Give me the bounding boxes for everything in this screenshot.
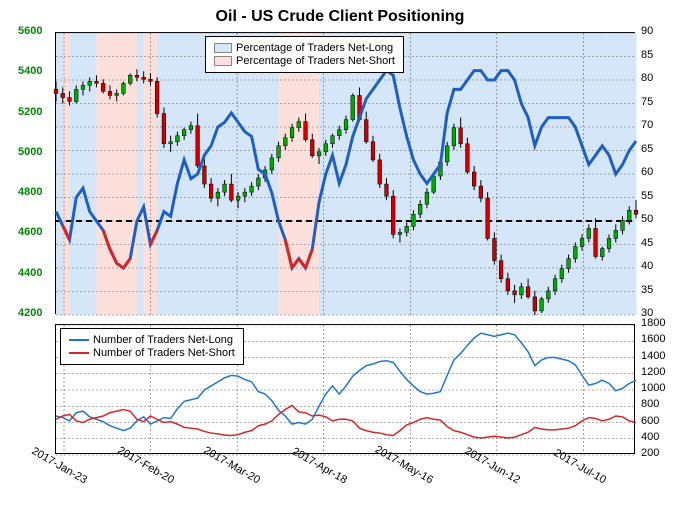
legend-line xyxy=(69,339,89,341)
y-left-tick: 5600 xyxy=(18,25,42,37)
y-right-tick: 55 xyxy=(641,190,653,202)
legend-item-net-long-num: Number of Traders Net-Long xyxy=(69,334,235,346)
y-left-tick: 5400 xyxy=(18,65,42,77)
legend-label: Number of Traders Net-Short xyxy=(93,347,235,359)
lower-legend: Number of Traders Net-Long Number of Tra… xyxy=(60,328,244,365)
y-left-tick: 5000 xyxy=(18,146,42,158)
legend-label: Percentage of Traders Net-Long xyxy=(236,42,393,54)
legend-item-net-long-pct: Percentage of Traders Net-Long xyxy=(214,42,395,54)
y-left-tick: 4600 xyxy=(18,226,42,238)
y-right-tick-lower: 1800 xyxy=(641,317,665,329)
y-right-tick-lower: 1400 xyxy=(641,350,665,362)
legend-item-net-short-num: Number of Traders Net-Short xyxy=(69,347,235,359)
upper-legend: Percentage of Traders Net-Long Percentag… xyxy=(205,36,404,73)
y-right-tick-lower: 1600 xyxy=(641,333,665,345)
legend-swatch xyxy=(214,43,232,53)
y-right-tick: 45 xyxy=(641,237,653,249)
y-right-tick: 40 xyxy=(641,260,653,272)
legend-label: Number of Traders Net-Long xyxy=(93,334,233,346)
legend-line xyxy=(69,352,89,354)
y-right-tick-lower: 600 xyxy=(641,415,659,427)
y-left-tick: 4400 xyxy=(18,267,42,279)
y-right-tick: 70 xyxy=(641,119,653,131)
y-right-tick-lower: 1200 xyxy=(641,366,665,378)
y-right-tick-lower: 1000 xyxy=(641,382,665,394)
y-left-tick: 4200 xyxy=(18,307,42,319)
upper-panel xyxy=(55,32,635,314)
y-left-tick: 5200 xyxy=(18,106,42,118)
y-right-tick: 90 xyxy=(641,25,653,37)
y-right-tick-lower: 400 xyxy=(641,431,659,443)
chart-title: Oil - US Crude Client Positioning xyxy=(0,8,680,26)
legend-label: Percentage of Traders Net-Short xyxy=(236,55,395,67)
y-right-tick: 50 xyxy=(641,213,653,225)
upper-plot-area xyxy=(56,33,636,315)
legend-swatch xyxy=(214,56,232,66)
y-right-tick: 65 xyxy=(641,143,653,155)
y-right-tick-lower: 800 xyxy=(641,398,659,410)
y-right-tick: 35 xyxy=(641,284,653,296)
y-right-tick: 85 xyxy=(641,49,653,61)
legend-item-net-short-pct: Percentage of Traders Net-Short xyxy=(214,55,395,67)
y-right-tick: 60 xyxy=(641,166,653,178)
y-left-tick: 4800 xyxy=(18,186,42,198)
y-right-tick: 80 xyxy=(641,72,653,84)
y-right-tick-lower: 200 xyxy=(641,447,659,459)
y-right-tick: 75 xyxy=(641,96,653,108)
